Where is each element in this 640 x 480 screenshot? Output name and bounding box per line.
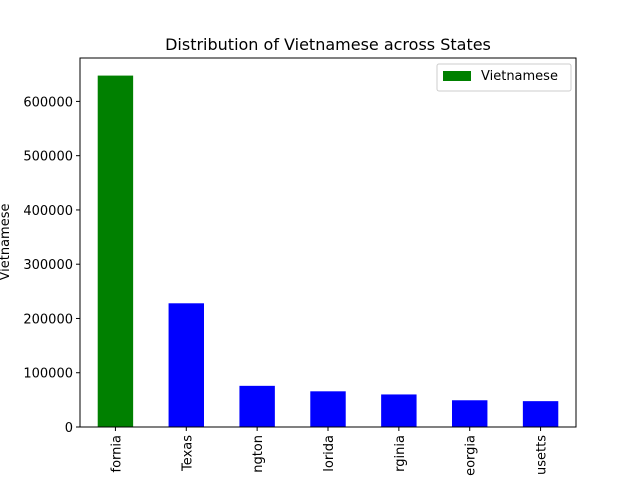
y-tick-label: 300000: [23, 258, 73, 273]
legend-label: Vietnamese: [481, 69, 558, 84]
y-tick-label: 200000: [23, 312, 73, 327]
bars-group: [97, 75, 559, 427]
legend-box: [436, 63, 572, 92]
y-tick-label: 500000: [23, 150, 73, 165]
y-tick-label: 400000: [23, 204, 73, 219]
bar-georgia: [452, 400, 488, 427]
legend: Vietnamese: [436, 63, 572, 92]
bar-virginia: [381, 394, 417, 427]
legend-swatch: [443, 71, 471, 81]
x-tick-label: fornia: [109, 435, 124, 472]
chart-title: Distribution of Vietnamese across States: [165, 35, 491, 54]
plot-frame: [79, 57, 577, 428]
x-tick-label: usetts: [535, 435, 550, 475]
y-tick-label: 600000: [23, 95, 73, 110]
y-axis-ticks: 0 100000 200000 300000 400000 500000 600000: [23, 95, 80, 436]
bar-texas: [168, 303, 204, 427]
bar-massachusetts: [522, 401, 559, 427]
x-tick-label: lorida: [322, 435, 337, 472]
y-axis-label: Vietnamese: [0, 204, 13, 281]
bar-washington: [239, 385, 275, 427]
x-tick-label: Texas: [180, 435, 195, 472]
bar-california: [97, 75, 134, 427]
x-tick-label: eorgia: [464, 435, 479, 476]
x-tick-label: rginia: [393, 435, 408, 472]
bar-florida: [310, 391, 346, 427]
y-tick-label: 100000: [23, 367, 73, 382]
x-tick-label: ngton: [251, 435, 266, 473]
y-tick-label: 0: [65, 421, 73, 436]
x-axis-ticks: fornia Texas ngton lorida rginia eorgia usetts: [109, 427, 550, 476]
